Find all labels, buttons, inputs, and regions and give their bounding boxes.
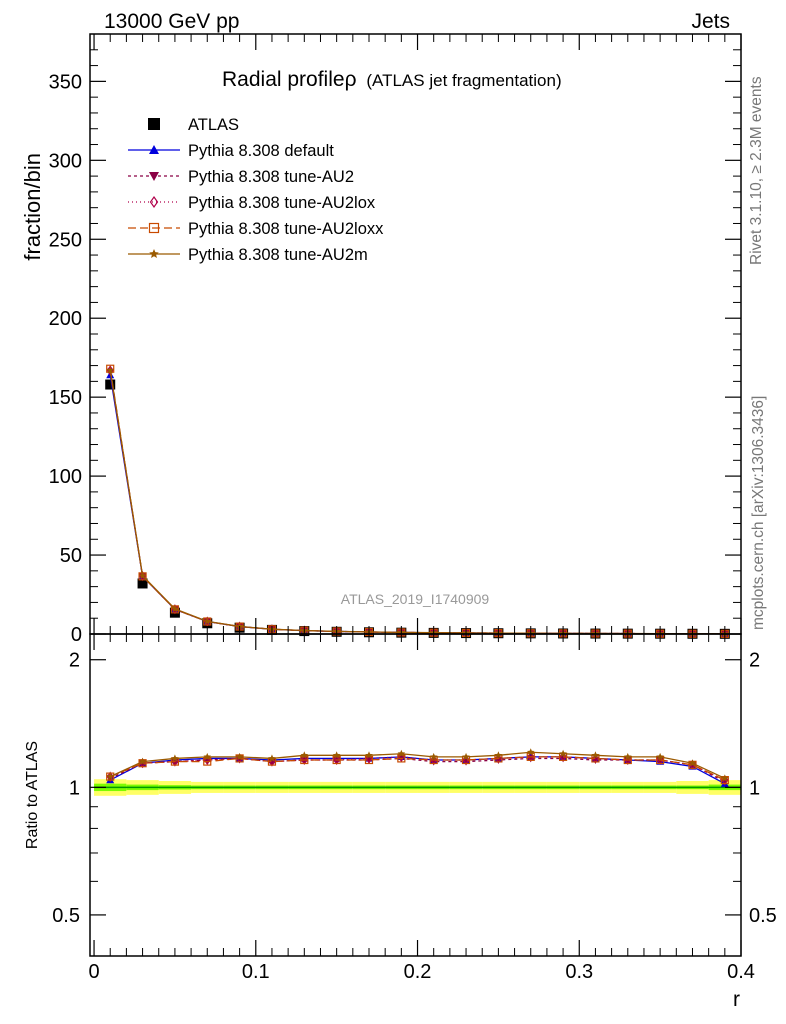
x-tick-label: 0.1 xyxy=(242,961,270,983)
ratio-series-4 xyxy=(106,748,729,782)
process-label: Jets xyxy=(691,10,730,33)
ratio-panel: 0.5 0.5 1 1 2 2 0 0.1 0.2 0.3 0.4 Ratio to ATLAS r xyxy=(24,633,777,1011)
x-axis-label: r xyxy=(733,988,740,1011)
legend-item: ATLAS xyxy=(148,116,239,134)
mcplots-label: mcplots.cern.ch [arXiv:1306.3436] xyxy=(750,396,767,630)
ratio-point-4-13 xyxy=(526,748,535,756)
chart-title-main: Radial profileρ xyxy=(222,68,357,91)
main-point-5-2 xyxy=(171,604,179,613)
ratio-point-4-11 xyxy=(462,752,470,761)
main-point-0-0 xyxy=(105,379,116,390)
ratio-point-4-0 xyxy=(106,772,115,780)
main-y-tick-label: 300 xyxy=(49,150,82,172)
energy-label: 13000 GeV pp xyxy=(104,10,239,33)
ratio-series-line-4 xyxy=(109,751,726,779)
legend-marker xyxy=(149,145,159,154)
legend-label: Pythia 8.308 tune-AU2lox xyxy=(188,194,376,212)
x-tick-label: 0.4 xyxy=(727,961,755,983)
main-point-5-0 xyxy=(106,366,115,374)
main-y-tick-label: 150 xyxy=(49,387,82,409)
rivet-label: Rivet 3.1.10, ≥ 2.3M events xyxy=(748,76,765,265)
ratio-y-tick-label: 1 xyxy=(69,777,80,799)
legend-item: Pythia 8.308 default xyxy=(128,142,334,160)
chart-title-sub: (ATLAS jet fragmentation) xyxy=(366,71,561,90)
ratio-point-4-19 xyxy=(721,774,729,782)
legend: ATLAS Pythia 8.308 default Pythia 8.308 tu… xyxy=(128,116,384,264)
legend-item: Pythia 8.308 tune-AU2 xyxy=(128,168,354,186)
ratio-series-line-1 xyxy=(109,757,726,783)
chart-title: Radial profileρ (ATLAS jet fragmentation… xyxy=(222,68,562,91)
legend-marker xyxy=(149,249,159,259)
main-y-tick-label: 100 xyxy=(49,466,82,488)
main-y-axis-label: fraction/bin xyxy=(20,153,45,261)
ratio-point-4-16 xyxy=(623,752,632,761)
ratio-point-4-3 xyxy=(203,752,212,761)
legend-marker xyxy=(148,222,160,234)
ratio-y-tick-label-right: 1 xyxy=(749,777,760,799)
ratio-point-4-8 xyxy=(365,751,373,759)
x-tick-label: 0.3 xyxy=(565,961,593,983)
legend-marker xyxy=(148,118,160,130)
main-point-5-1 xyxy=(138,571,147,579)
ratio-point-4-14 xyxy=(559,749,567,757)
ratio-point-4-9 xyxy=(397,749,406,757)
x-tick-label: 0 xyxy=(88,961,99,983)
main-axes: 0 50 100 150 200 250 300 350 xyxy=(49,34,742,646)
ratio-point-4-10 xyxy=(429,752,438,761)
main-y-tick-label: 0 xyxy=(71,624,82,646)
main-point-5-3 xyxy=(203,617,212,625)
main-panel: 0 50 100 150 200 250 300 350 fraction/bin Radia… xyxy=(20,33,742,646)
legend-label: ATLAS xyxy=(188,116,239,134)
ratio-point-4-17 xyxy=(656,752,664,761)
analysis-watermark: ATLAS_2019_I1740909 xyxy=(341,591,490,607)
ratio-y-axis-label: Ratio to ATLAS xyxy=(24,741,41,849)
ratio-point-4-4 xyxy=(235,752,244,761)
legend-label: Pythia 8.308 tune-AU2loxx xyxy=(188,220,384,238)
ratio-y-tick-label-right: 0.5 xyxy=(749,905,777,927)
ratio-band xyxy=(94,779,741,796)
x-tick-label: 0.2 xyxy=(404,961,432,983)
main-y-tick-label: 250 xyxy=(49,229,82,251)
ratio-point-4-1 xyxy=(138,757,147,765)
main-y-tick-label: 350 xyxy=(49,71,82,93)
ratio-plot-series xyxy=(106,748,729,787)
ratio-point-4-5 xyxy=(268,754,276,762)
legend-label: Pythia 8.308 tune-AU2m xyxy=(188,246,368,264)
legend-item: Pythia 8.308 tune-AU2m xyxy=(128,246,368,264)
ratio-point-4-18 xyxy=(688,759,697,767)
main-y-tick-label: 50 xyxy=(60,545,82,567)
ratio-point-4-2 xyxy=(171,754,179,762)
main-point-0-1 xyxy=(137,578,148,589)
legend-label: Pythia 8.308 default xyxy=(188,142,334,160)
ratio-y-tick-label-right: 2 xyxy=(749,650,760,672)
ratio-panel-frame xyxy=(89,633,742,957)
main-y-tick-label: 200 xyxy=(49,308,82,330)
ratio-point-4-12 xyxy=(494,751,503,759)
legend-item: Pythia 8.308 tune-AU2lox xyxy=(128,194,376,212)
legend-marker xyxy=(149,172,159,181)
legend-item: Pythia 8.308 tune-AU2loxx xyxy=(128,220,384,238)
ratio-point-4-6 xyxy=(300,751,309,759)
ratio-point-4-7 xyxy=(332,751,341,759)
ratio-series-line-0 xyxy=(109,756,726,785)
legend-marker xyxy=(149,195,159,209)
ratio-series-0 xyxy=(106,752,729,787)
legend-label: Pythia 8.308 tune-AU2 xyxy=(188,168,354,186)
ratio-point-4-15 xyxy=(591,751,600,759)
ratio-y-tick-label: 2 xyxy=(69,650,80,672)
ratio-y-tick-label: 0.5 xyxy=(52,905,80,927)
ratio-axes: 0.5 0.5 1 1 2 2 0 0.1 0.2 0.3 0.4 xyxy=(52,634,777,983)
